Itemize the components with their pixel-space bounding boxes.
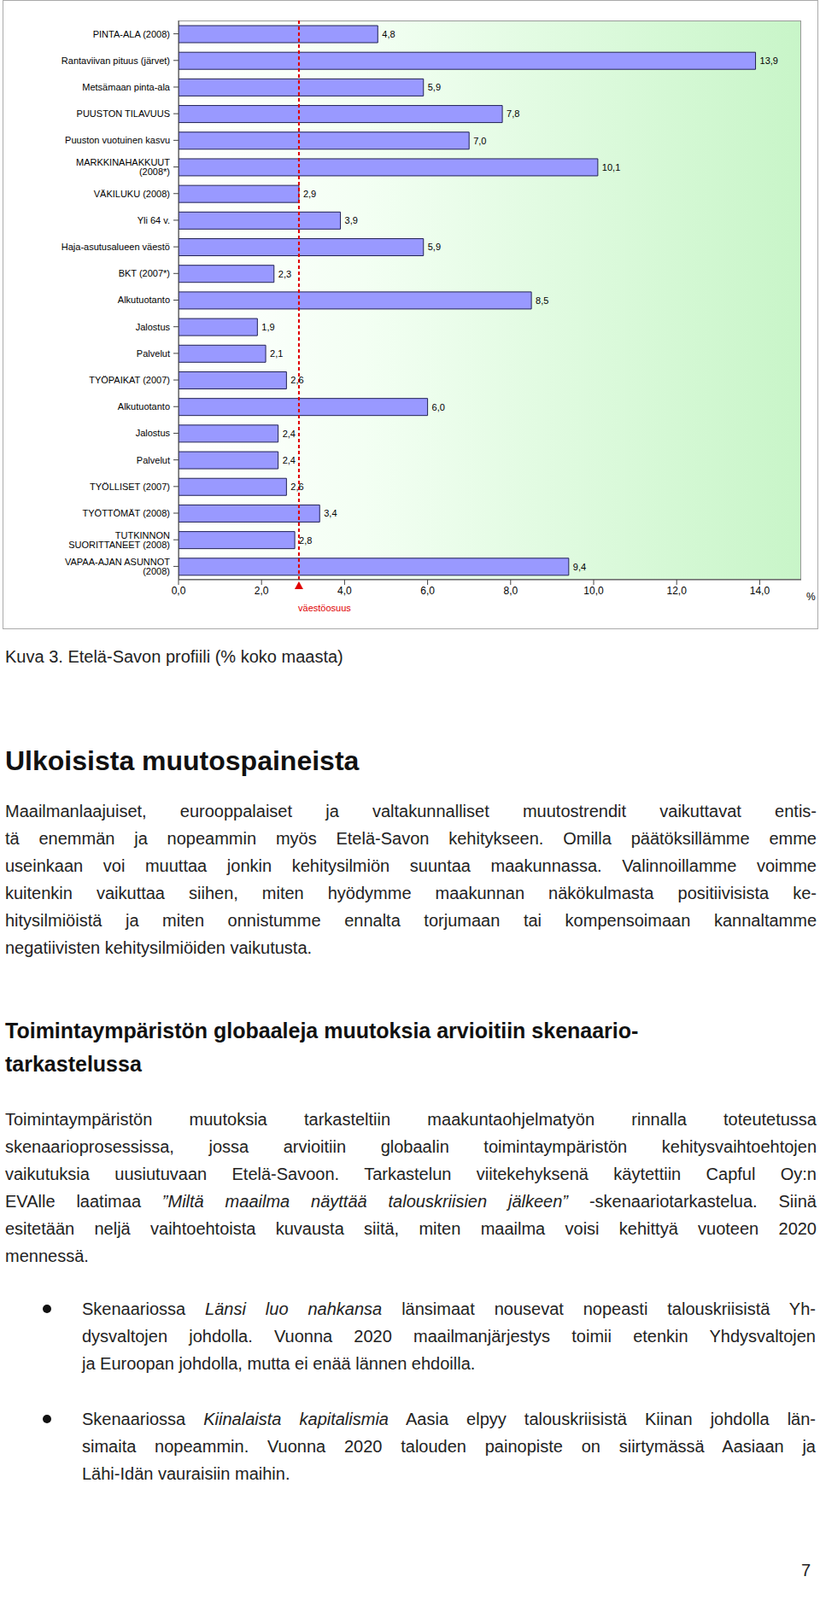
svg-text:Alkutuotanto: Alkutuotanto [117,294,170,305]
svg-text:TYÖLLISET (2007): TYÖLLISET (2007) [89,481,170,492]
svg-text:TYÖPAIKAT (2007): TYÖPAIKAT (2007) [88,374,170,386]
html-text:mennessä.: mennessä. [5,1247,89,1266]
html-text:hitysilmiöistä ja miten onnist: hitysilmiöistä ja miten onnistumme ennal… [5,911,817,931]
svg-text:4,8: 4,8 [381,29,395,40]
svg-text:Palvelut: Palvelut [136,348,170,359]
html-text:Ulkoisista muutospaineista: Ulkoisista muutospaineista [5,745,360,777]
svg-text:7,0: 7,0 [473,135,487,147]
svg-text:PINTA-ALA (2008): PINTA-ALA (2008) [93,29,170,40]
html-text:tä enemmän ja nopeammin myös E: tä enemmän ja nopeammin myös Etelä-Savon… [5,829,817,849]
svg-text:PUUSTON TILAVUUS: PUUSTON TILAVUUS [76,108,170,119]
svg-text:5,9: 5,9 [427,241,441,252]
svg-text:2,8: 2,8 [298,535,312,546]
html-text:dysvaltojen johdolla. Vuonna 2: dysvaltojen johdolla. Vuonna 2020 maailm… [82,1327,816,1347]
svg-text:2,3: 2,3 [278,269,292,280]
html-text:Maailmanlaajuiset, eurooppalai: Maailmanlaajuiset, eurooppalaiset ja val… [5,802,817,821]
svg-text:10,1: 10,1 [602,162,621,173]
svg-text:VÄKILUKU (2008): VÄKILUKU (2008) [93,188,170,200]
html-text:7: 7 [801,1561,811,1581]
html-text:Toimintaympäristön globaaleja: Toimintaympäristön globaaleja muutoksia … [5,1019,639,1043]
html-text:EVAlle laatimaa ”Miltä maailma: EVAlle laatimaa ”Miltä maailma näyttää t… [5,1192,817,1212]
svg-text:väestöosuus: väestöosuus [298,603,352,614]
svg-text:2,9: 2,9 [303,188,317,200]
svg-text:Metsämaan pinta-ala: Metsämaan pinta-ala [82,82,171,93]
svg-text:MARKKINAHAKKUUT(2008*): MARKKINAHAKKUUT(2008*) [76,157,170,177]
svg-text:%: % [806,591,814,604]
svg-text:2,6: 2,6 [290,481,304,492]
html-text:Kuva 3. Etelä-Savon profiili (: Kuva 3. Etelä-Savon profiili (% koko maa… [5,647,344,667]
svg-text:14,0: 14,0 [749,585,771,598]
svg-text:6,0: 6,0 [420,585,435,598]
svg-text:12,0: 12,0 [667,585,688,598]
svg-text:7,8: 7,8 [506,108,520,119]
svg-text:Rantaviivan pituus (järvet): Rantaviivan pituus (järvet) [61,55,170,66]
svg-text:BKT (2007*): BKT (2007*) [118,268,170,279]
svg-text:2,6: 2,6 [290,374,304,386]
html-text:kuitenkin vaikuttaa siihen, mi: kuitenkin vaikuttaa siihen, miten hyödym… [5,884,817,903]
html-text:Skenaariossa Kiinalaista kapit: Skenaariossa Kiinalaista kapitalismia Aa… [82,1410,816,1430]
svg-text:TYÖTTÖMÄT (2008): TYÖTTÖMÄT (2008) [82,508,170,519]
svg-text:Palvelut: Palvelut [136,455,170,466]
svg-text:8,0: 8,0 [503,585,518,598]
svg-text:4,0: 4,0 [337,585,352,598]
svg-text:2,1: 2,1 [269,348,283,359]
svg-text:6,0: 6,0 [432,402,446,413]
svg-text:Puuston vuotuinen kasvu: Puuston vuotuinen kasvu [64,134,170,146]
svg-text:10,0: 10,0 [583,585,604,598]
svg-text:13,9: 13,9 [760,55,779,66]
svg-text:Jalostus: Jalostus [135,427,171,439]
svg-text:3,9: 3,9 [345,215,358,226]
svg-text:Jalostus: Jalostus [135,322,171,333]
svg-text:0,0: 0,0 [171,585,187,598]
html-text:esitetään neljä vaihtoehtoista: esitetään neljä vaihtoehtoista kuvausta … [5,1219,817,1239]
svg-text:9,4: 9,4 [573,562,586,573]
html-text:ja Euroopan johdolla, mutta ei: ja Euroopan johdolla, mutta ei enää länn… [82,1354,476,1374]
svg-text:VAPAA-AJAN ASUNNOT(2008): VAPAA-AJAN ASUNNOT(2008) [64,556,170,577]
svg-text:2,4: 2,4 [282,455,296,466]
html-text:useinkaan voi muuttaa jonkin k: useinkaan voi muuttaa jonkin kehitysilmi… [5,856,817,876]
svg-text:2,0: 2,0 [254,585,270,598]
html-text:tarkastelussa: tarkastelussa [5,1052,142,1077]
svg-text:8,5: 8,5 [535,295,549,306]
svg-text:Haja-asutusalueen väestö: Haja-asutusalueen väestö [61,241,170,252]
svg-text:1,9: 1,9 [261,322,275,333]
svg-text:Alkutuotanto: Alkutuotanto [117,401,170,412]
html-text:Lähi-Idän vauraisiin maihin.: Lähi-Idän vauraisiin maihin. [82,1464,290,1484]
svg-text:2,4: 2,4 [282,428,296,440]
svg-text:5,9: 5,9 [427,82,441,93]
html-text:simaita nopeammin. Vuonna 2020: simaita nopeammin. Vuonna 2020 talouden … [82,1437,816,1457]
html-text:vaikutuksia uusiutuvaan Etelä-: vaikutuksia uusiutuvaan Etelä-Savoon. Ta… [5,1165,817,1184]
svg-text:TUTKINNONSUORITTANEET (2008): TUTKINNONSUORITTANEET (2008) [68,530,170,551]
html-text:skenaarioprosessissa, jossa ar: skenaarioprosessissa, jossa arvioitiin g… [5,1137,817,1157]
html-text:negatiivisten kehitysilmiöiden: negatiivisten kehitysilmiöiden vaikutust… [5,938,312,958]
svg-text:3,4: 3,4 [323,508,337,519]
html-text:Toimintaympäristön muutoksia t: Toimintaympäristön muutoksia tarkastelti… [5,1110,817,1130]
svg-text:Yli 64 v.: Yli 64 v. [137,215,170,226]
html-text:Skenaariossa Länsi luo nahkans: Skenaariossa Länsi luo nahkansa länsimaa… [82,1300,816,1319]
